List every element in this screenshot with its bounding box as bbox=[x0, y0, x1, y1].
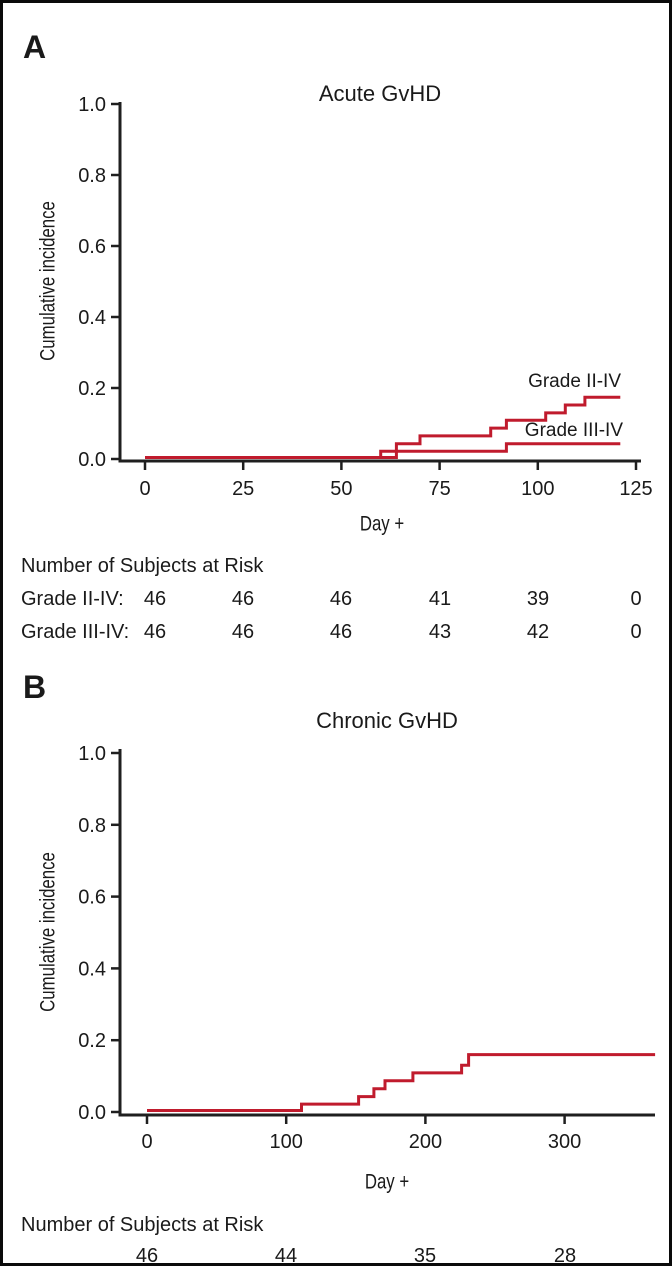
x-tick-label: 100 bbox=[270, 1131, 303, 1153]
series-label: Grade III-IV bbox=[525, 420, 624, 441]
y-tick-label: 0.6 bbox=[78, 236, 106, 258]
risk-value: 42 bbox=[526, 621, 550, 643]
risk-value: 46 bbox=[329, 588, 353, 610]
x-tick-label: 0 bbox=[139, 478, 150, 500]
risk-row-label: Grade II-IV: bbox=[21, 588, 124, 610]
y-tick-label: 0.8 bbox=[78, 815, 106, 837]
panel-b-xlabel: Day + bbox=[364, 1170, 410, 1194]
y-tick-label: 0.4 bbox=[78, 307, 106, 329]
risk-row-label: Grade III-IV: bbox=[21, 621, 130, 643]
x-tick-label: 50 bbox=[330, 478, 352, 500]
risk-value: 0 bbox=[630, 621, 642, 643]
y-tick-label: 0.0 bbox=[78, 449, 106, 471]
risk-value: 44 bbox=[274, 1245, 298, 1266]
panel-a-ylabel: Cumulative incidence bbox=[36, 201, 60, 361]
panel-b-title: Chronic GvHD bbox=[316, 708, 458, 733]
risk-value: 35 bbox=[413, 1245, 437, 1266]
series-chronic-gvhd bbox=[147, 1053, 656, 1112]
risk-value: 46 bbox=[231, 588, 255, 610]
risk-value: 46 bbox=[135, 1245, 159, 1266]
x-tick-label: 125 bbox=[619, 478, 652, 500]
x-tick-label: 200 bbox=[409, 1131, 442, 1153]
x-tick-label: 75 bbox=[428, 478, 450, 500]
risk-value: 43 bbox=[428, 621, 452, 643]
y-tick-label: 1.0 bbox=[78, 94, 106, 116]
series-grade-ii-iv bbox=[145, 395, 621, 459]
y-tick-label: 0.2 bbox=[78, 378, 106, 400]
risk-value: 39 bbox=[526, 588, 550, 610]
x-tick-label: 25 bbox=[232, 478, 254, 500]
risk-value: 46 bbox=[143, 588, 167, 610]
panel-a-xlabel: Day + bbox=[359, 512, 405, 536]
y-tick-label: 0.4 bbox=[78, 958, 106, 980]
cumulative-incidence-chart-svg: 0 25 50 75 100 125 0.0 0.2 0.4 0.6 0.8 1.0 Grade II-… bbox=[78, 94, 656, 1153]
risk-value: 28 bbox=[553, 1245, 577, 1266]
panel-b-ylabel: Cumulative incidence bbox=[36, 852, 60, 1012]
y-tick-label: 0.6 bbox=[78, 887, 106, 909]
x-tick-label: 300 bbox=[548, 1131, 581, 1153]
risk-value: 0 bbox=[630, 588, 642, 610]
x-tick-label: 100 bbox=[521, 478, 554, 500]
x-tick-label: 0 bbox=[141, 1131, 152, 1153]
panel-a-risk-header: Number of Subjects at Risk bbox=[21, 555, 264, 577]
panel-b-letter: B bbox=[23, 669, 47, 705]
series-label: Grade II-IV bbox=[528, 371, 621, 392]
y-tick-label: 0.8 bbox=[78, 165, 106, 187]
y-tick-label: 0.2 bbox=[78, 1030, 106, 1052]
risk-value: 41 bbox=[428, 588, 452, 610]
risk-value: 46 bbox=[143, 621, 167, 643]
panel-a-letter: A bbox=[23, 29, 47, 65]
risk-value: 46 bbox=[231, 621, 255, 643]
y-tick-label: 0.0 bbox=[78, 1102, 106, 1124]
y-tick-label: 1.0 bbox=[78, 743, 106, 765]
risk-value: 46 bbox=[329, 621, 353, 643]
panel-b-risk-header: Number of Subjects at Risk bbox=[21, 1214, 264, 1236]
panel-a-title: Acute GvHD bbox=[318, 81, 442, 106]
